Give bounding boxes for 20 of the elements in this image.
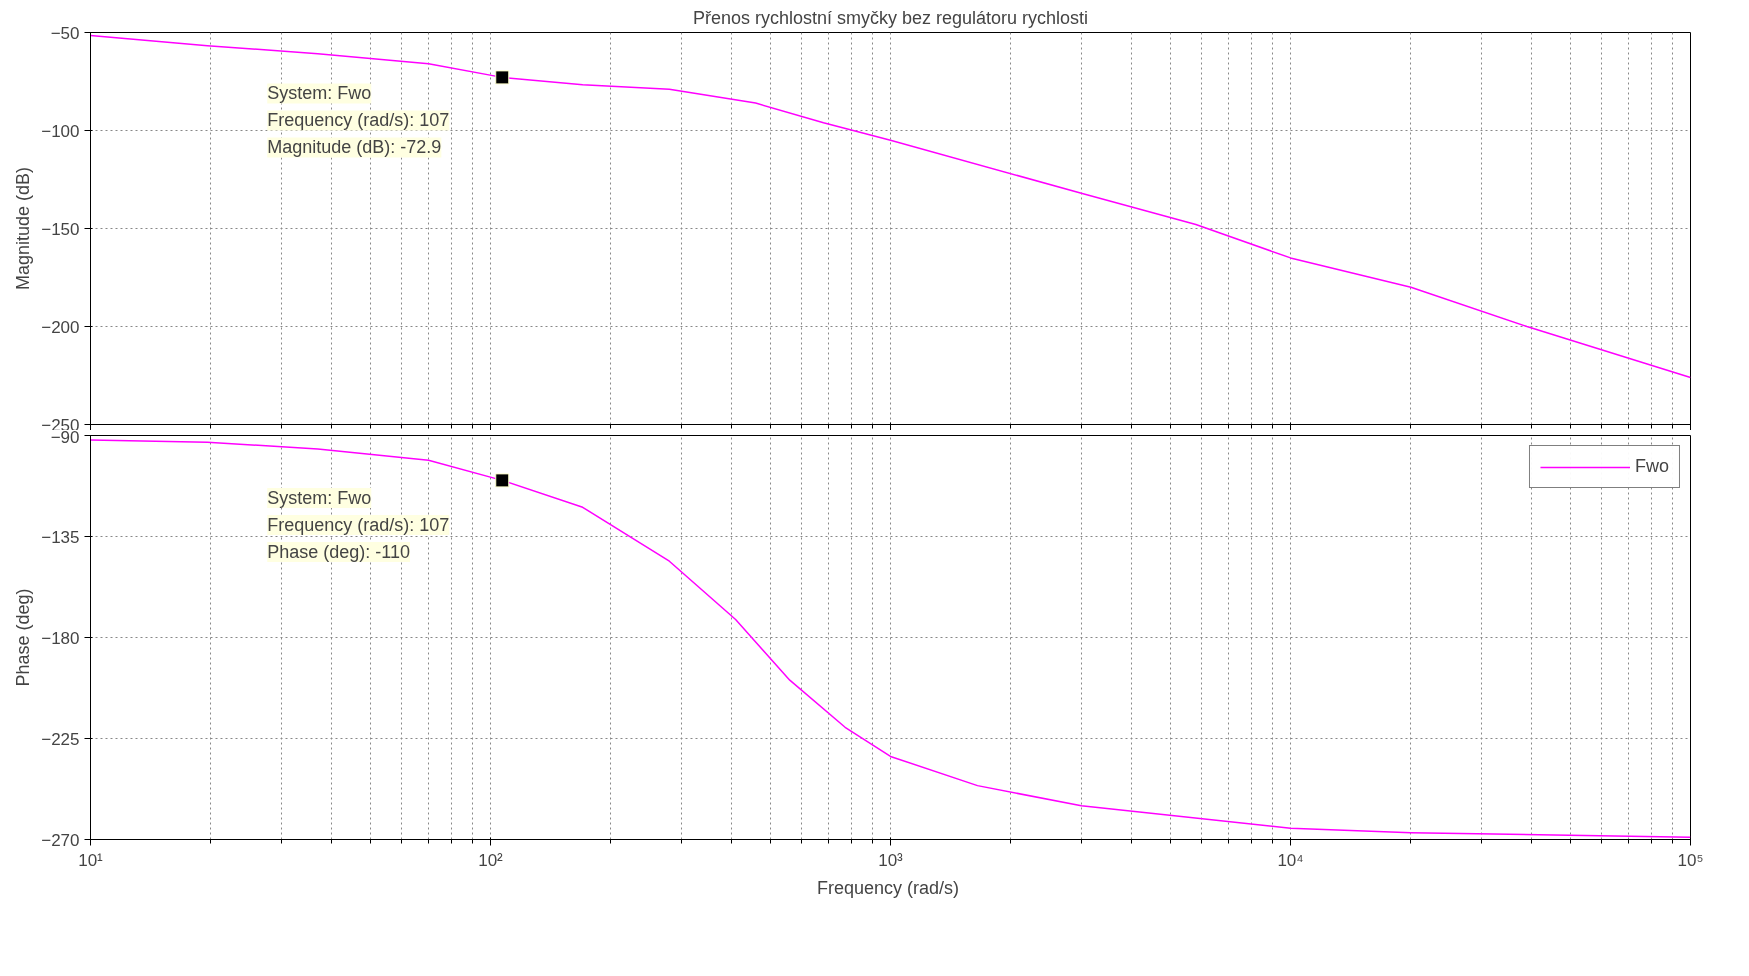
y-tick-label: −150 (41, 219, 80, 239)
x-tick-label: 10⁴ (1277, 850, 1304, 870)
y-tick-label: −135 (41, 527, 80, 547)
x-tick-label: 10⁵ (1677, 850, 1704, 870)
y-tick-label: −100 (41, 121, 80, 141)
y-axis-title: Phase (deg) (13, 588, 34, 687)
y-tick-label: −50 (50, 23, 80, 43)
annotation: System: Fwo Frequency (rad/s): 107 Phase (deg): -110 (267, 488, 450, 563)
y-tick-label: −270 (41, 830, 80, 850)
annotation: System: Fwo Frequency (rad/s): 107 Magnitude (dB): -72.9 (267, 83, 450, 158)
y-tick-label: −200 (41, 317, 80, 337)
legend-label: Fwo (1634, 456, 1669, 477)
x-tick-label: 10³ (878, 850, 904, 870)
x-axis-title: Frequency (rad/s) (816, 877, 960, 898)
y-tick-label: −225 (41, 729, 80, 749)
chart-title: Přenos rychlostní smyčky bez regulátoru rychlosti (692, 7, 1089, 28)
y-axis-title: Magnitude (dB) (13, 166, 34, 291)
x-tick-label: 10² (478, 850, 504, 870)
y-tick-label: −180 (41, 628, 80, 648)
x-tick-label: 10¹ (78, 850, 104, 870)
